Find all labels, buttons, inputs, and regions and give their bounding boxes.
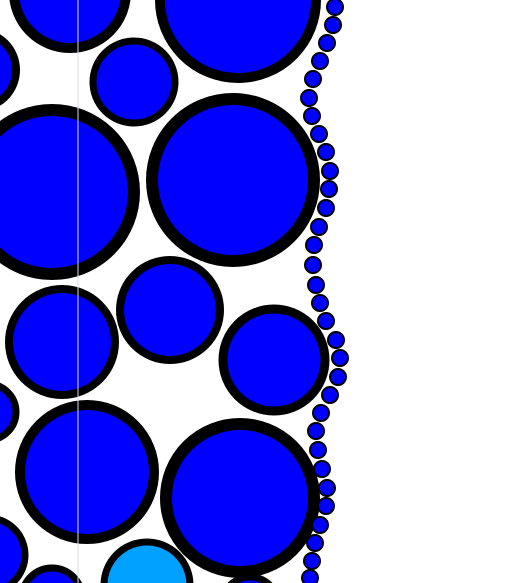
circle xyxy=(116,256,224,364)
dot xyxy=(305,236,323,254)
dot xyxy=(318,479,336,497)
dot xyxy=(311,294,329,312)
dot xyxy=(312,404,330,422)
dot xyxy=(317,312,335,330)
dot xyxy=(318,34,336,52)
dot-chain xyxy=(300,0,349,583)
dot xyxy=(317,199,335,217)
dot xyxy=(313,460,331,478)
dot xyxy=(324,16,342,34)
circle xyxy=(0,104,140,280)
dot xyxy=(329,368,347,386)
dot xyxy=(300,89,318,107)
circle xyxy=(146,93,320,267)
dot xyxy=(307,276,325,294)
circle xyxy=(22,564,82,583)
circle-highlight xyxy=(100,538,194,583)
dot xyxy=(320,180,338,198)
circle xyxy=(5,285,119,399)
dot xyxy=(311,516,329,534)
circle xyxy=(0,34,20,106)
dot xyxy=(331,349,349,367)
circle xyxy=(9,0,131,53)
circle xyxy=(227,573,273,583)
dot xyxy=(304,256,322,274)
dot xyxy=(326,0,344,16)
circle xyxy=(218,304,330,416)
dot xyxy=(304,70,322,88)
dot xyxy=(301,569,319,583)
dot xyxy=(307,422,325,440)
dot xyxy=(321,386,339,404)
dot xyxy=(310,218,328,236)
circle xyxy=(89,37,179,127)
circle xyxy=(0,382,20,442)
dot xyxy=(309,441,327,459)
circle xyxy=(15,400,159,544)
dot xyxy=(303,552,321,570)
dot xyxy=(306,534,324,552)
dot xyxy=(327,331,345,349)
circle xyxy=(155,0,321,83)
dot xyxy=(311,52,329,70)
dot xyxy=(303,107,321,125)
dot xyxy=(321,162,339,180)
large-circles xyxy=(0,0,330,583)
dot xyxy=(317,497,335,515)
dot xyxy=(317,143,335,161)
dot xyxy=(310,125,328,143)
circle xyxy=(0,516,29,583)
circle xyxy=(160,418,320,578)
